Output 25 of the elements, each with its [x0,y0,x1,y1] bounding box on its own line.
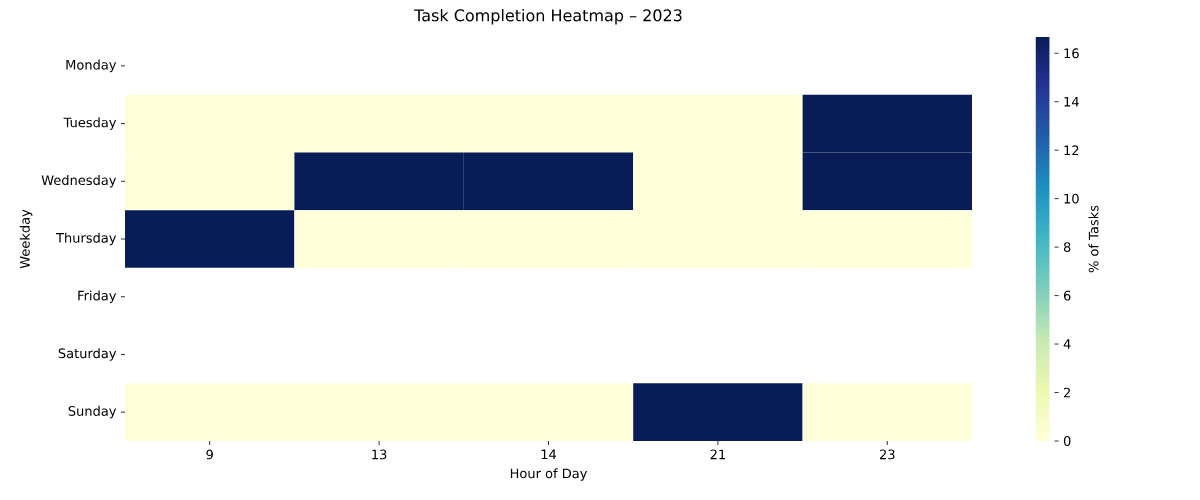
x-tick-label: 21 [710,449,725,460]
color-bar-label: 12 [1064,145,1079,155]
color-bar-label: 6 [1063,290,1071,301]
color-bar-label: 8 [1063,242,1071,253]
color-bar-label: 0 [1063,436,1071,446]
x-tick-label: 14 [541,449,557,460]
y-tick-label: Sunday [68,405,117,419]
color-bar-label: 16 [1064,48,1079,59]
y-tick-label: Thursday [55,232,117,246]
x-tick-label: 23 [879,449,895,460]
color-bar-label: 14 [1064,96,1079,107]
color-bar-label: 2 [1064,387,1071,398]
chart-title: Task Completion Heatmap – 2023 [414,9,682,25]
y-axis-title: Weekday [19,209,33,269]
y-tick-label: Saturday [58,348,117,361]
color-bar-title: % of Tasks [1088,205,1099,273]
x-tick-label: 9 [206,449,213,460]
x-tick-label: 13 [372,449,387,460]
color-bar-label: 10 [1064,193,1079,204]
y-tick-label: Friday [78,290,117,304]
y-tick-label: Monday [66,59,117,73]
color-bar-label: 4 [1063,339,1071,349]
x-axis-title: Hour of Day [510,468,588,481]
y-tick-label: Tuesday [63,117,117,130]
y-tick-label: Wednesday [41,175,117,188]
